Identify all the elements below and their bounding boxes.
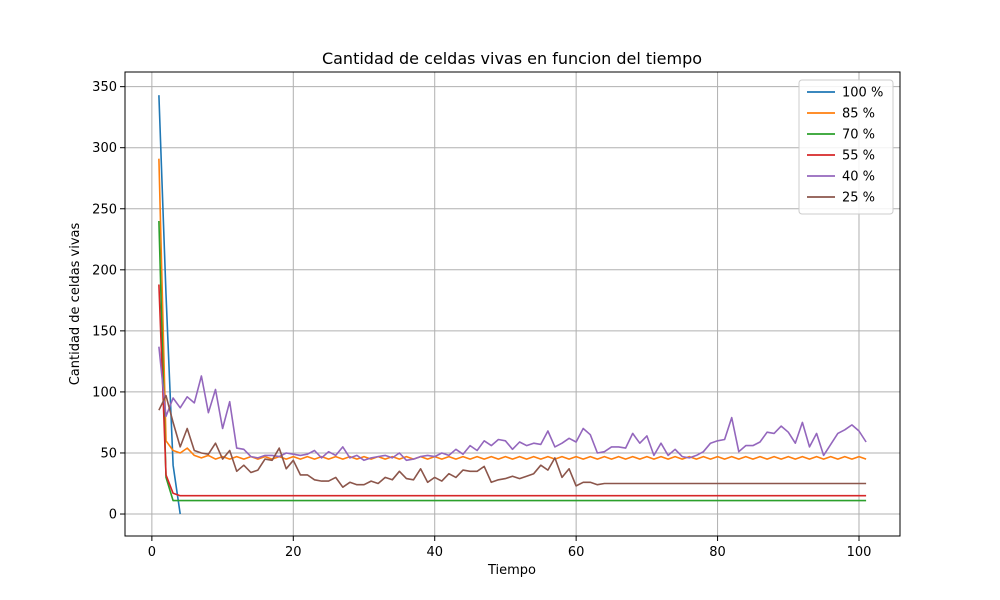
legend-label: 70 % bbox=[842, 128, 875, 143]
series-line-1 bbox=[158, 158, 867, 460]
y-tick-label: 0 bbox=[109, 508, 117, 523]
x-gridlines bbox=[151, 72, 860, 536]
series-line-4 bbox=[158, 346, 867, 462]
plot-frame bbox=[124, 71, 901, 537]
y-tick-label: 350 bbox=[92, 80, 117, 95]
y-tick-label: 200 bbox=[92, 263, 117, 278]
x-tick-label: 60 bbox=[568, 545, 585, 560]
y-tick-label: 100 bbox=[92, 385, 117, 400]
legend-label: 25 % bbox=[842, 191, 875, 206]
y-tick-label: 300 bbox=[92, 141, 117, 156]
x-tick-label: 80 bbox=[709, 545, 726, 560]
x-tick-label: 20 bbox=[285, 545, 302, 560]
legend-label: 85 % bbox=[842, 107, 875, 122]
series-line-0 bbox=[158, 95, 181, 515]
legend: 100 % 85 % 70 % 55 % 40 % 25 % bbox=[798, 79, 894, 215]
series-line-3 bbox=[158, 284, 867, 497]
x-tick-label: 0 bbox=[148, 545, 156, 560]
x-axis-ticks: 0 20 40 60 80 100 bbox=[148, 536, 872, 560]
series-line-5 bbox=[158, 394, 867, 489]
y-gridlines bbox=[125, 86, 900, 515]
legend-label: 40 % bbox=[842, 170, 875, 185]
legend-label: 100 % bbox=[842, 86, 883, 101]
series-lines bbox=[158, 95, 867, 515]
y-tick-label: 150 bbox=[92, 324, 117, 339]
y-axis-ticks: 0 50 100 150 200 250 300 350 bbox=[92, 80, 125, 523]
y-axis-label: Cantidad de celdas vivas bbox=[68, 222, 83, 385]
y-tick-label: 50 bbox=[100, 446, 117, 461]
legend-label: 55 % bbox=[842, 149, 875, 164]
chart-title: Cantidad de celdas vivas en funcion del … bbox=[322, 49, 702, 68]
x-axis-label: Tiempo bbox=[487, 563, 536, 578]
y-tick-label: 250 bbox=[92, 202, 117, 217]
x-tick-label: 100 bbox=[847, 545, 872, 560]
x-tick-label: 40 bbox=[426, 545, 443, 560]
